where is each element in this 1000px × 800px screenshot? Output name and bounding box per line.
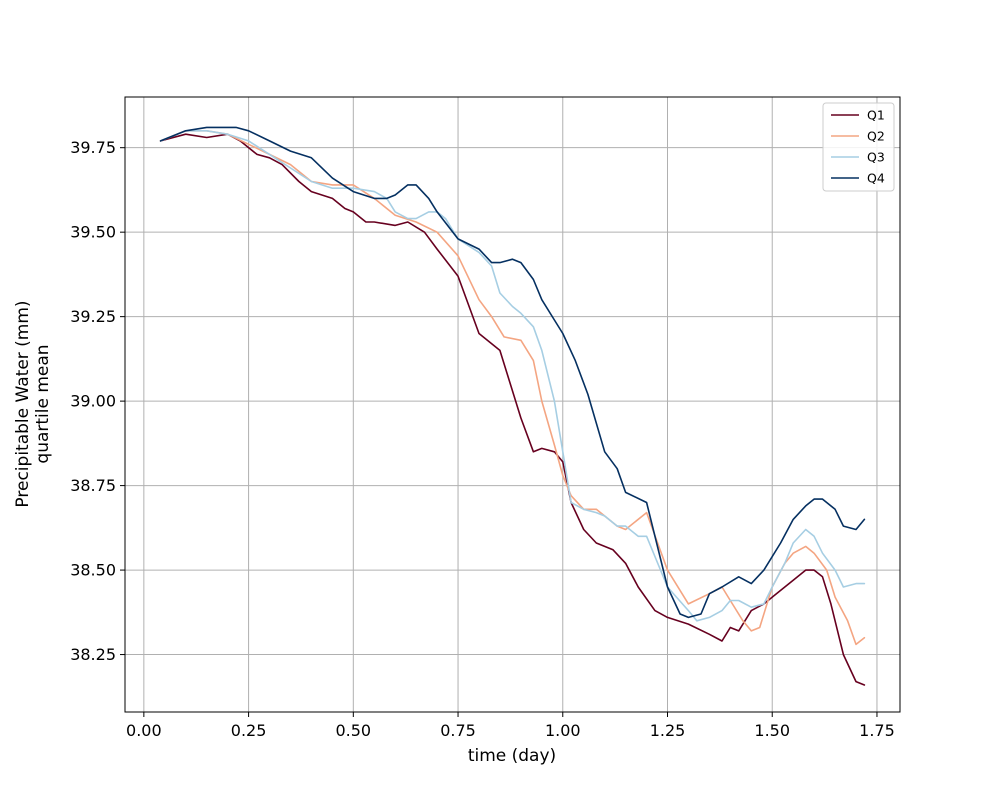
x-tick-label: 0.25: [231, 721, 267, 740]
series-line-q1: [159, 133, 866, 686]
series-line-q4: [159, 126, 866, 619]
y-tick-label: 38.75: [70, 476, 116, 495]
legend-label-q1: Q1: [867, 108, 885, 123]
x-tick-label: 0.75: [440, 721, 476, 740]
y-axis-label-line-1: Precipitable Water (mm): [13, 300, 33, 507]
y-tick-label: 39.25: [70, 307, 116, 326]
y-tick-label: 38.25: [70, 645, 116, 664]
y-tick-label: 39.50: [70, 223, 116, 242]
legend: Q1 Q2 Q3 Q4: [822, 102, 895, 192]
y-tick-label: 39.00: [70, 392, 116, 411]
x-tick-label: 1.50: [754, 721, 790, 740]
legend-label-q4: Q4: [867, 171, 885, 186]
x-axis-label: time (day): [468, 746, 556, 766]
legend-label-q3: Q3: [867, 150, 885, 165]
plot-frame: [124, 96, 901, 713]
y-tick-label: 39.75: [70, 138, 116, 157]
y-axis-ticks: 38.25 38.50 38.75 39.00 39.25 39.50 39.75: [70, 138, 125, 664]
y-axis-label-line-2: quartile mean: [33, 344, 53, 463]
series-line-q3: [159, 130, 866, 622]
x-tick-label: 0.00: [126, 721, 162, 740]
legend-label-q2: Q2: [867, 129, 885, 144]
y-tick-label: 38.50: [70, 561, 116, 580]
x-axis-ticks: 0.00 0.25 0.50 0.75 1.00 1.25 1.50 1.75: [126, 712, 895, 740]
x-tick-label: 1.25: [650, 721, 686, 740]
x-tick-label: 0.50: [335, 721, 371, 740]
grid: [125, 97, 900, 712]
series-lines: [159, 126, 866, 686]
legend-box: [822, 102, 895, 192]
x-tick-label: 1.00: [545, 721, 581, 740]
x-tick-label: 1.75: [859, 721, 895, 740]
